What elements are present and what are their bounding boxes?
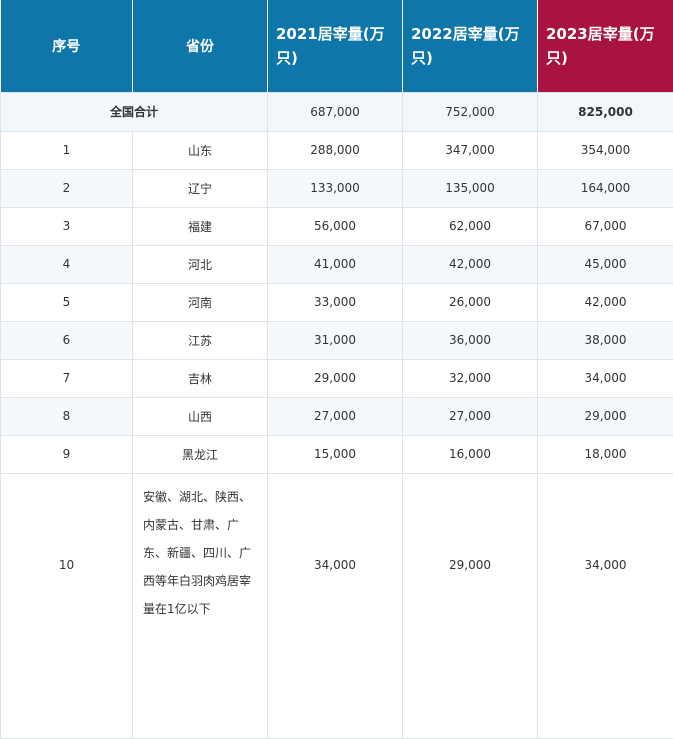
header-2022: 2022居宰量(万只) (403, 0, 538, 92)
row-2023: 34,000 (538, 359, 673, 397)
row-province: 安徽、湖北、陕西、内蒙古、甘肃、广东、新疆、四川、广西等年白羽肉鸡居宰量在1亿以… (133, 473, 268, 738)
row-2022: 62,000 (403, 207, 538, 245)
row-index: 4 (1, 245, 133, 283)
row-2021: 15,000 (268, 435, 403, 473)
row-province: 河北 (133, 245, 268, 283)
row-province: 河南 (133, 283, 268, 321)
row-province: 山西 (133, 397, 268, 435)
row-2022: 135,000 (403, 169, 538, 207)
total-2021: 687,000 (268, 92, 403, 131)
row-province: 吉林 (133, 359, 268, 397)
row-2023: 164,000 (538, 169, 673, 207)
row-2021: 56,000 (268, 207, 403, 245)
row-province: 辽宁 (133, 169, 268, 207)
row-index: 1 (1, 131, 133, 169)
row-index: 8 (1, 397, 133, 435)
table-row: 8 山西 27,000 27,000 29,000 (1, 397, 673, 435)
row-index: 9 (1, 435, 133, 473)
row-province: 黑龙江 (133, 435, 268, 473)
table-header-row: 序号 省份 2021居宰量(万只) 2022居宰量(万只) 2023居宰量(万只… (1, 0, 673, 92)
table-row: 5 河南 33,000 26,000 42,000 (1, 283, 673, 321)
row-index: 10 (1, 473, 133, 738)
table-row: 4 河北 41,000 42,000 45,000 (1, 245, 673, 283)
row-2023: 34,000 (538, 473, 673, 738)
row-2021: 31,000 (268, 321, 403, 359)
row-2023: 354,000 (538, 131, 673, 169)
row-2023: 29,000 (538, 397, 673, 435)
row-province: 山东 (133, 131, 268, 169)
header-2021: 2021居宰量(万只) (268, 0, 403, 92)
total-2023: 825,000 (538, 92, 673, 131)
row-index: 6 (1, 321, 133, 359)
row-2022: 347,000 (403, 131, 538, 169)
row-2023: 42,000 (538, 283, 673, 321)
row-2022: 27,000 (403, 397, 538, 435)
row-2022: 16,000 (403, 435, 538, 473)
row-province: 福建 (133, 207, 268, 245)
row-2021: 27,000 (268, 397, 403, 435)
row-2021: 288,000 (268, 131, 403, 169)
header-index: 序号 (1, 0, 133, 92)
table-row: 9 黑龙江 15,000 16,000 18,000 (1, 435, 673, 473)
row-2022: 36,000 (403, 321, 538, 359)
row-2022: 42,000 (403, 245, 538, 283)
row-2021: 29,000 (268, 359, 403, 397)
header-2023: 2023居宰量(万只) (538, 0, 673, 92)
row-2023: 45,000 (538, 245, 673, 283)
row-2021: 33,000 (268, 283, 403, 321)
row-2021: 133,000 (268, 169, 403, 207)
table-row: 6 江苏 31,000 36,000 38,000 (1, 321, 673, 359)
table-row: 1 山东 288,000 347,000 354,000 (1, 131, 673, 169)
row-2023: 67,000 (538, 207, 673, 245)
total-label: 全国合计 (1, 92, 268, 131)
row-province: 江苏 (133, 321, 268, 359)
row-2023: 18,000 (538, 435, 673, 473)
row-index: 3 (1, 207, 133, 245)
total-2022: 752,000 (403, 92, 538, 131)
row-2022: 29,000 (403, 473, 538, 738)
row-2021: 34,000 (268, 473, 403, 738)
row-2022: 26,000 (403, 283, 538, 321)
table-row: 10 安徽、湖北、陕西、内蒙古、甘肃、广东、新疆、四川、广西等年白羽肉鸡居宰量在… (1, 473, 673, 738)
row-2023: 38,000 (538, 321, 673, 359)
row-2021: 41,000 (268, 245, 403, 283)
table-row: 7 吉林 29,000 32,000 34,000 (1, 359, 673, 397)
total-row: 全国合计 687,000 752,000 825,000 (1, 92, 673, 131)
row-index: 7 (1, 359, 133, 397)
row-index: 2 (1, 169, 133, 207)
header-province: 省份 (133, 0, 268, 92)
row-2022: 32,000 (403, 359, 538, 397)
table-row: 3 福建 56,000 62,000 67,000 (1, 207, 673, 245)
row-index: 5 (1, 283, 133, 321)
table-row: 2 辽宁 133,000 135,000 164,000 (1, 169, 673, 207)
